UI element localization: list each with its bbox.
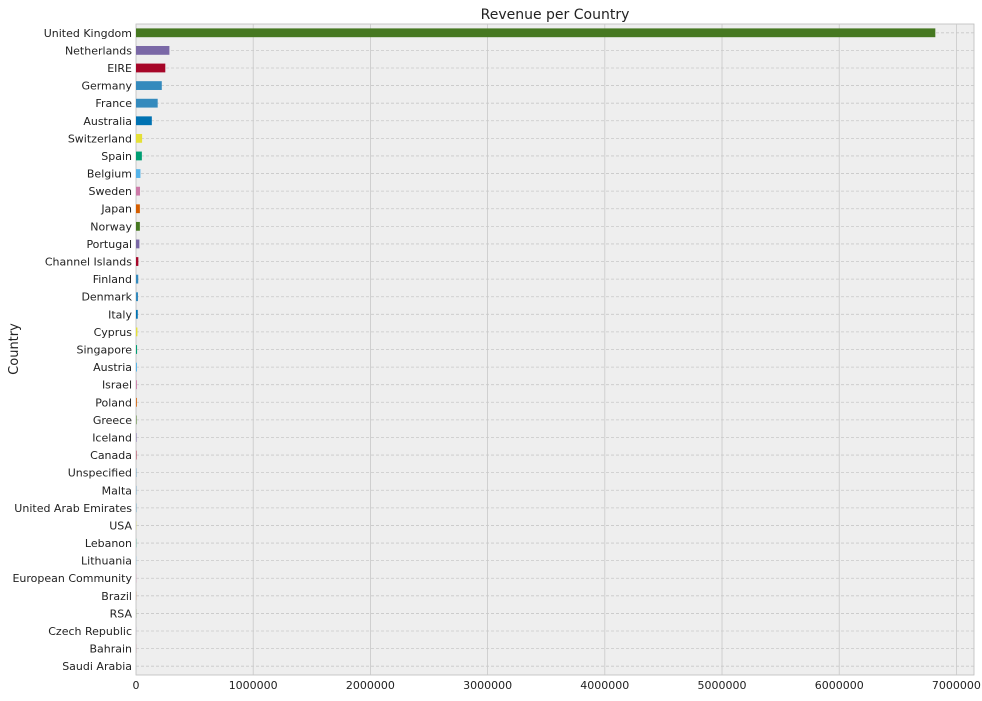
x-tick-label: 4000000 (580, 679, 629, 692)
y-tick-label: United Arab Emirates (14, 502, 132, 515)
y-tick-label: Belgium (87, 168, 132, 181)
y-tick-label: Japan (100, 203, 132, 216)
y-tick-label: Greece (93, 414, 132, 427)
y-tick-label: Malta (102, 484, 132, 497)
y-tick-label: Switzerland (68, 132, 132, 145)
x-tick-labels: 0 1000000 2000000 3000000 4000000 5000000 6000… (133, 679, 981, 692)
y-tick-label: Australia (83, 115, 132, 128)
bar (136, 415, 137, 424)
y-tick-label: Israel (102, 379, 132, 392)
y-tick-label: Spain (101, 150, 132, 163)
y-tick-label: RSA (110, 607, 133, 620)
y-tick-label: Bahrain (89, 643, 132, 656)
bar (136, 345, 137, 354)
y-tick-label: European Community (12, 572, 132, 585)
bar (136, 433, 137, 442)
y-tick-label: USA (109, 519, 132, 532)
bar (136, 204, 140, 213)
x-tick-label: 6000000 (815, 679, 864, 692)
y-tick-label: Lebanon (85, 537, 132, 550)
y-axis-label: Country (7, 323, 22, 375)
y-tick-label: Finland (93, 273, 132, 286)
bar (136, 169, 140, 178)
y-tick-label: Cyprus (94, 326, 133, 339)
bar (136, 81, 162, 90)
bar (136, 134, 142, 143)
x-tick-label: 7000000 (932, 679, 981, 692)
x-tick-label: 0 (133, 679, 140, 692)
bar (136, 275, 138, 284)
y-tick-label: Netherlands (65, 44, 132, 57)
y-tick-label: Sweden (89, 185, 132, 198)
x-tick-label: 1000000 (229, 679, 278, 692)
bar (136, 116, 152, 125)
bar (136, 292, 138, 301)
bar (136, 398, 137, 407)
y-tick-label: Channel Islands (45, 256, 132, 269)
y-tick-label: United Kingdom (44, 27, 132, 40)
y-tick-label: Germany (81, 80, 132, 93)
bar (136, 99, 158, 108)
bar (136, 187, 140, 196)
bar (136, 152, 142, 161)
chart-title: Revenue per Country (481, 7, 630, 23)
bar (136, 363, 137, 372)
bar (136, 310, 138, 319)
bar (136, 46, 169, 55)
bar (136, 28, 935, 37)
x-tick-label: 2000000 (346, 679, 395, 692)
bar (136, 257, 138, 266)
y-tick-label: Saudi Arabia (62, 660, 132, 673)
y-tick-label: Italy (108, 308, 132, 321)
bar (136, 64, 165, 73)
y-tick-label: Iceland (92, 431, 132, 444)
y-tick-labels: United Kingdom Netherlands EIRE Germany Fran… (12, 27, 132, 673)
y-tick-label: Lithuania (81, 555, 132, 568)
y-tick-label: Norway (90, 220, 132, 233)
y-tick-label: EIRE (107, 62, 132, 75)
y-tick-label: Czech Republic (48, 625, 132, 638)
y-tick-label: Unspecified (68, 467, 132, 480)
y-tick-label: Brazil (101, 590, 132, 603)
y-tick-label: Austria (93, 361, 132, 374)
bar (136, 328, 137, 337)
y-tick-label: Singapore (77, 344, 133, 357)
bar (136, 222, 140, 231)
x-tick-label: 5000000 (698, 679, 747, 692)
y-tick-label: Denmark (81, 291, 132, 304)
x-tick-label: 3000000 (463, 679, 512, 692)
y-tick-label: France (95, 97, 132, 110)
bar (136, 380, 137, 389)
y-tick-label: Poland (95, 396, 132, 409)
y-tick-label: Canada (90, 449, 132, 462)
y-tick-label: Portugal (86, 238, 132, 251)
bar (136, 240, 139, 249)
